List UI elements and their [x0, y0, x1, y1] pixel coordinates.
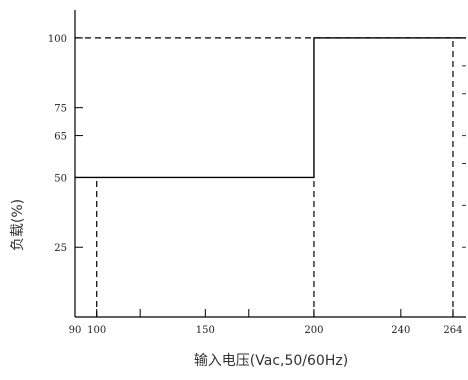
y-axis-title: 负载(%)	[10, 199, 26, 251]
y-tick-label: 65	[54, 132, 67, 143]
x-ticks: 90 100 150 200 240 264	[69, 309, 463, 336]
x-tick-label: 240	[391, 325, 410, 336]
x-axis-title: 输入电压(Vac,50/60Hz)	[194, 353, 348, 369]
x-tick-label: 150	[196, 325, 215, 336]
x-tick-label: 100	[87, 325, 106, 336]
plot-lines	[75, 37, 466, 317]
y-tick-label: 75	[54, 104, 67, 115]
y-tick-label: 25	[54, 243, 67, 254]
x-tick-label: 264	[443, 325, 462, 336]
axes	[74, 10, 466, 318]
y-tick-label: 100	[48, 34, 67, 45]
x-tick-label: 90	[69, 325, 82, 336]
y-ticks: 25 50 65 75 100	[48, 34, 466, 254]
x-tick-label: 200	[304, 325, 323, 336]
derating-curve	[75, 37, 466, 179]
y-tick-label: 50	[54, 173, 67, 184]
